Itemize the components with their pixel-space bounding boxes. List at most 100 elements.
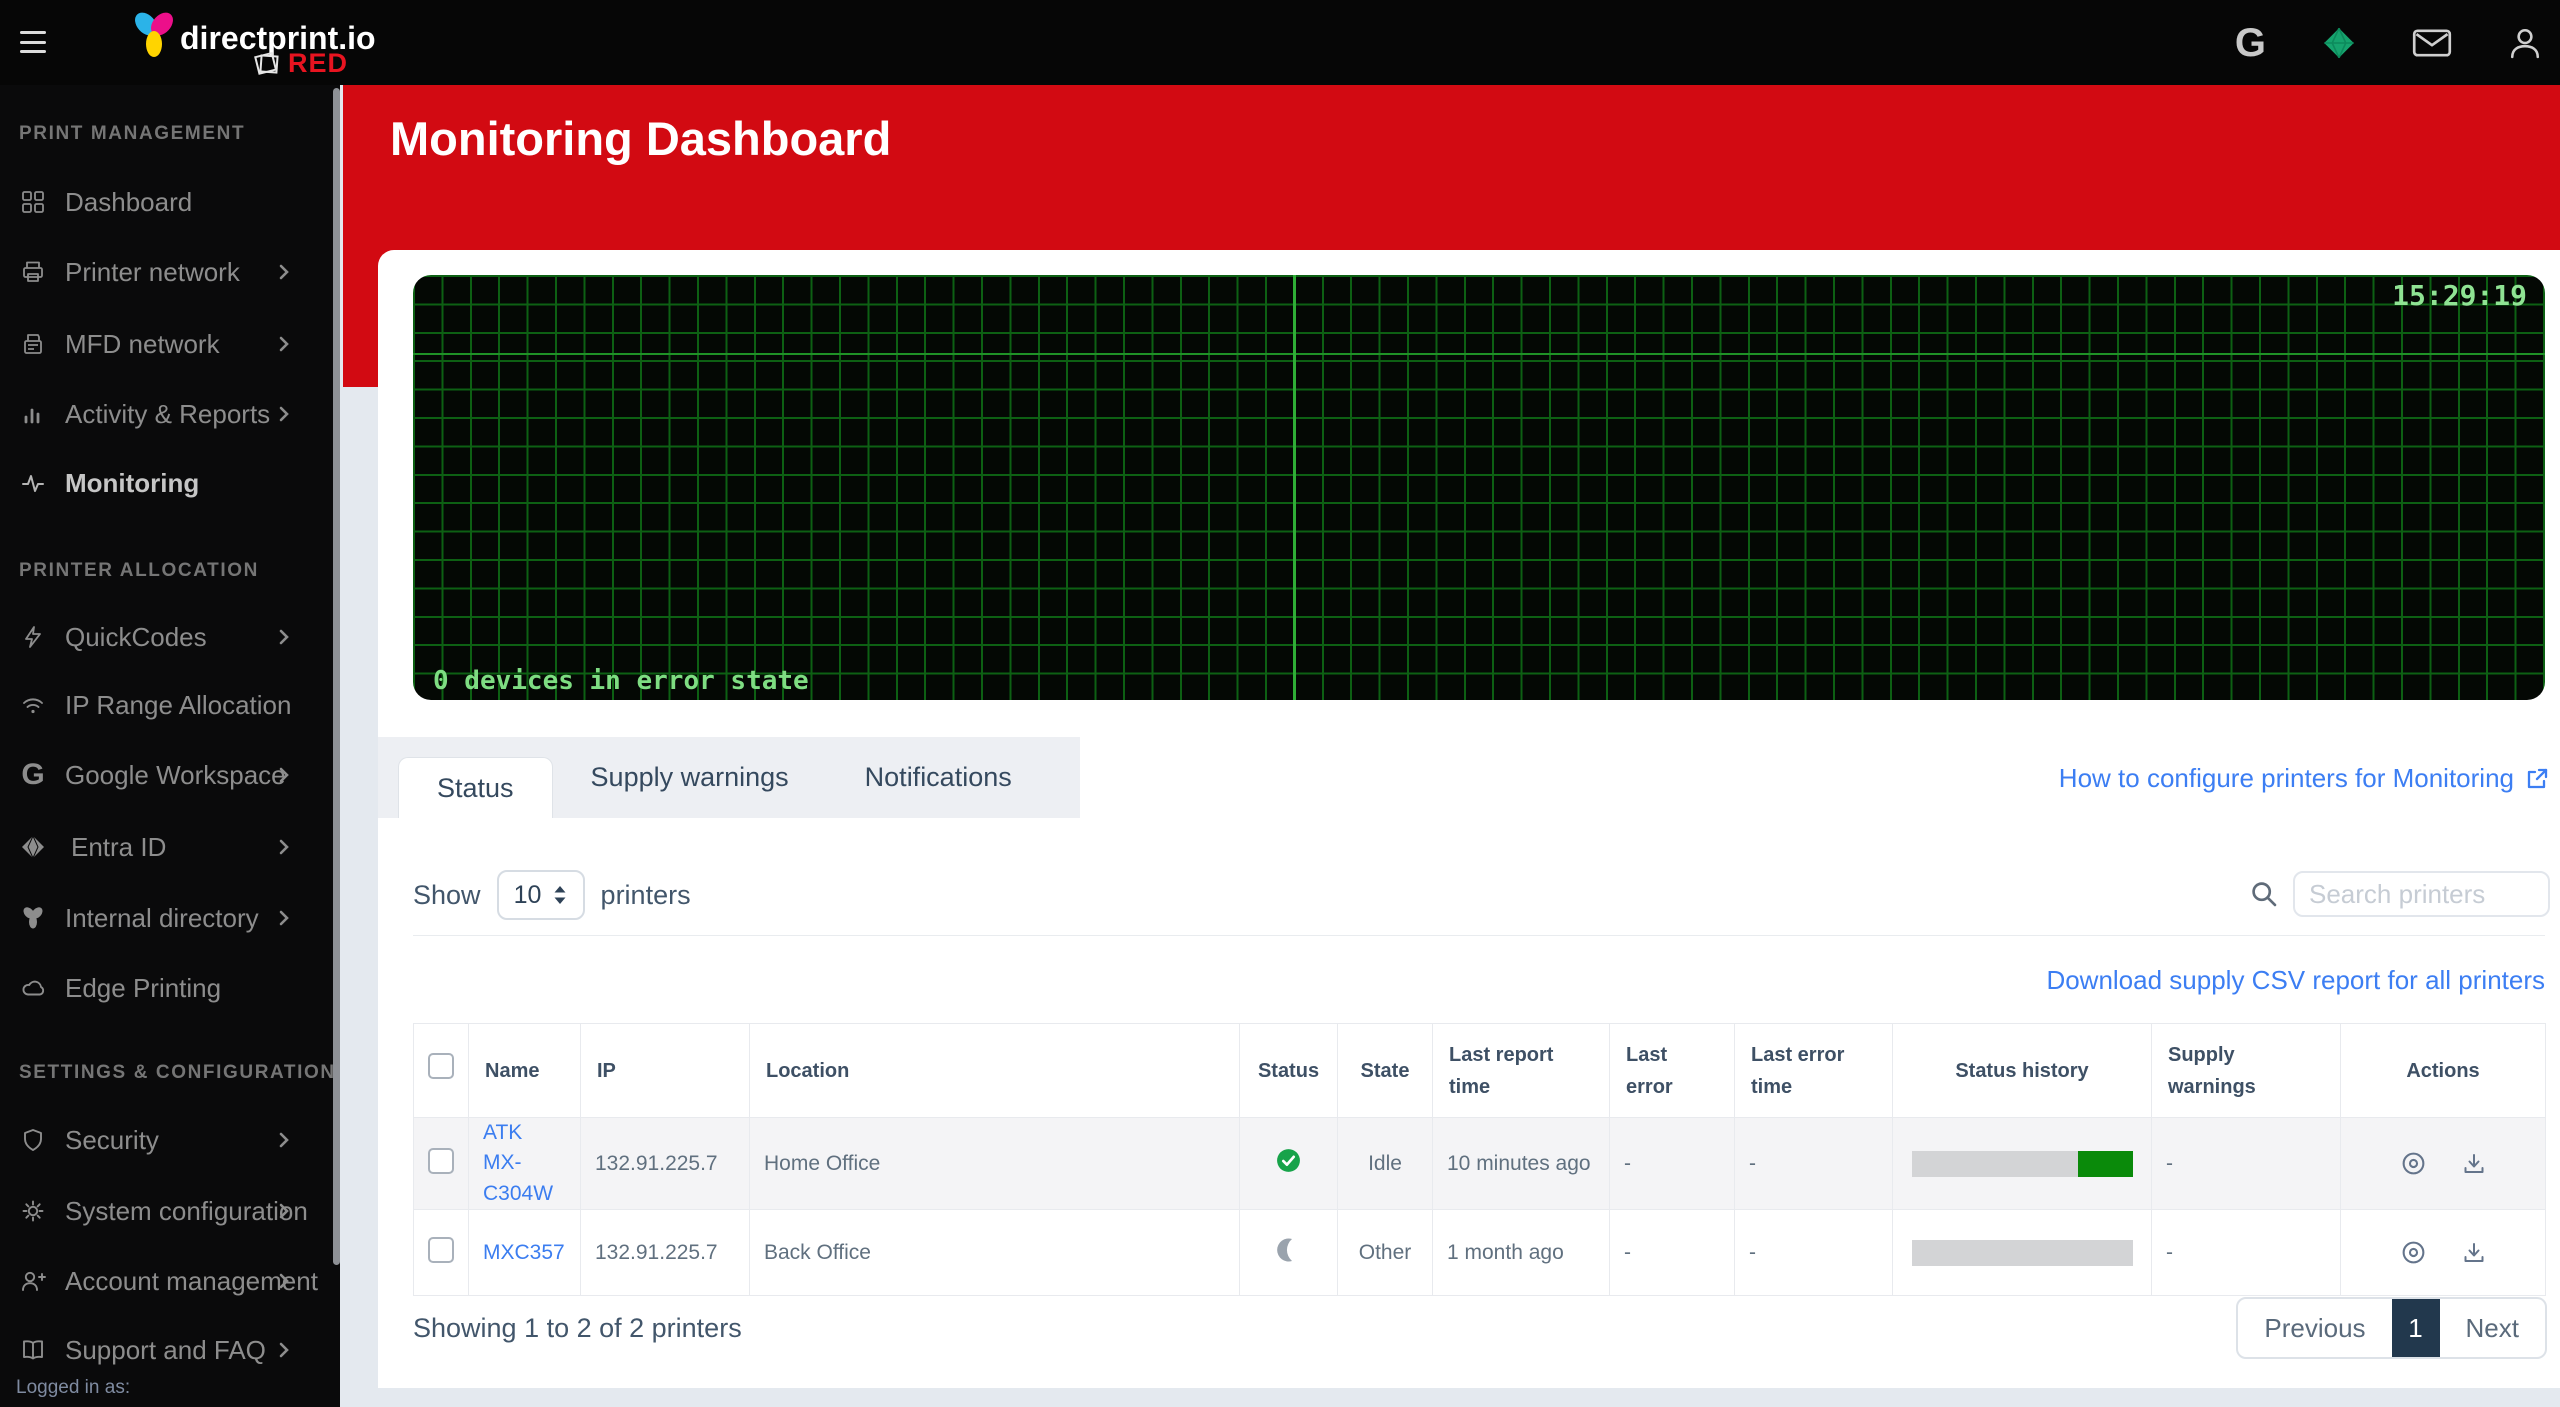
sidebar-section-settings-configuration: SETTINGS & CONFIGURATION <box>19 1062 336 1083</box>
printer-ip: 132.91.225.7 <box>580 1209 750 1297</box>
view-details-icon[interactable] <box>2400 1239 2427 1266</box>
col-header-last-error: Last error <box>1609 1023 1735 1118</box>
sidebar-item-support-faq[interactable]: Support and FAQ <box>0 1322 333 1378</box>
select-all-checkbox[interactable] <box>428 1052 454 1079</box>
sidebar-item-activity-reports[interactable]: Activity & Reports <box>0 386 333 442</box>
menu-icon[interactable] <box>20 31 46 53</box>
results-summary: Showing 1 to 2 of 2 printers <box>413 1313 742 1343</box>
sidebar-item-entra-id[interactable]: Entra ID <box>0 819 333 875</box>
trefoil-icon <box>19 904 47 932</box>
mfd-copier-icon <box>19 330 47 358</box>
user-icon[interactable] <box>2508 25 2542 61</box>
col-header-last-report-time: Last report time <box>1432 1023 1610 1118</box>
sidebar-item-quickcodes[interactable]: QuickCodes <box>0 609 333 665</box>
download-csv-link[interactable]: Download supply CSV report for all print… <box>2046 965 2545 995</box>
current-page-button[interactable]: 1 <box>2391 1299 2440 1357</box>
download-report-icon[interactable] <box>2461 1240 2487 1266</box>
sidebar-item-label: Support and FAQ <box>65 1334 266 1365</box>
content-card: 15:29:19 0 devices in error state Status… <box>378 250 2560 1388</box>
download-report-icon[interactable] <box>2461 1151 2487 1177</box>
page-size-select[interactable]: 10 <box>496 870 585 920</box>
sidebar-item-google-workspace[interactable]: G Google Workspace <box>0 747 333 803</box>
page-title: Monitoring Dashboard <box>390 112 892 165</box>
chevron-right-icon <box>275 628 293 646</box>
search-icon <box>2249 879 2279 909</box>
book-icon <box>19 1336 47 1364</box>
tab-status[interactable]: Status <box>398 757 553 818</box>
supply-warnings: - <box>2151 1209 2341 1297</box>
tab-supply-warnings[interactable]: Supply warnings <box>590 762 789 792</box>
pagination: Previous 1 Next <box>2236 1297 2547 1359</box>
sidebar-item-printer-network[interactable]: Printer network <box>0 244 333 300</box>
sidebar-item-label: QuickCodes <box>65 621 207 652</box>
brand-name: directprint.io <box>180 20 376 56</box>
brand-sub-name: RED <box>288 48 349 78</box>
sidebar-item-dashboard[interactable]: Dashboard <box>0 174 333 230</box>
google-g-icon[interactable]: G <box>2234 20 2266 65</box>
section-divider <box>413 935 2545 936</box>
sidebar-item-security[interactable]: Security <box>0 1112 333 1168</box>
chevron-right-icon <box>275 1341 293 1359</box>
logged-in-as-label: Logged in as: <box>16 1377 131 1398</box>
status-history-bar <box>1911 1150 2133 1177</box>
gear-icon <box>19 1197 47 1225</box>
previous-page-button[interactable]: Previous <box>2264 1312 2366 1343</box>
last-error: - <box>1609 1209 1735 1297</box>
sidebar-item-account-management[interactable]: Account management <box>0 1253 333 1309</box>
next-page-button[interactable]: Next <box>2465 1312 2519 1343</box>
row-checkbox[interactable] <box>428 1147 454 1174</box>
col-header-last-error-time: Last error time <box>1734 1023 1893 1118</box>
printers-table: Name IP Location Status State Last repor… <box>413 1023 2546 1297</box>
sidebar-scrollbar[interactable] <box>333 88 340 1265</box>
status-online-icon <box>1275 1147 1302 1174</box>
sidebar-item-mfd-network[interactable]: MFD network <box>0 316 333 372</box>
mail-icon[interactable] <box>2412 27 2452 59</box>
updown-arrows-icon <box>553 884 567 906</box>
table-header-row: Name IP Location Status State Last repor… <box>413 1023 2546 1118</box>
sidebar-item-ip-range-allocation[interactable]: IP Range Allocation <box>0 677 333 733</box>
tabs-bar: Status Supply warnings Notifications <box>378 737 1080 818</box>
sidebar-item-label: Dashboard <box>65 186 193 217</box>
sidebar-item-system-configuration[interactable]: System configuration <box>0 1183 333 1239</box>
col-header-supply-warnings: Supply warnings <box>2151 1023 2341 1118</box>
configure-monitoring-link[interactable]: How to configure printers for Monitoring <box>2059 763 2550 794</box>
sidebar-item-label: Internal directory <box>65 902 259 933</box>
sidebar-item-label: Activity & Reports <box>65 398 271 429</box>
row-checkbox[interactable] <box>428 1236 454 1263</box>
bar-chart-icon <box>19 400 47 428</box>
page-size-value: 10 <box>513 880 542 909</box>
top-bar: directprint.io RED G <box>0 0 2560 85</box>
chevron-right-icon <box>275 1131 293 1149</box>
sidebar-item-edge-printing[interactable]: Edge Printing <box>0 960 333 1016</box>
sidebar-item-label: Edge Printing <box>65 972 222 1003</box>
sweep-cursor-line <box>1293 275 1296 700</box>
last-report-time: 10 minutes ago <box>1432 1116 1610 1211</box>
search-input[interactable] <box>2293 871 2550 917</box>
printer-icon <box>19 258 47 286</box>
configure-monitoring-link-text: How to configure printers for Monitoring <box>2058 763 2514 793</box>
status-sleep-moon-icon <box>1276 1237 1302 1263</box>
table-row: ATK MX-C304W 132.91.225.7 Home Office Id… <box>413 1116 2546 1211</box>
col-header-actions: Actions <box>2340 1023 2546 1118</box>
chevron-right-icon <box>275 335 293 353</box>
chevron-right-icon <box>275 766 293 784</box>
chevron-right-icon <box>275 1272 293 1290</box>
sidebar-item-monitoring[interactable]: Monitoring <box>0 455 333 511</box>
col-header-state: State <box>1337 1023 1433 1118</box>
main-content: Monitoring Dashboard 15:29:19 0 devices … <box>343 85 2560 1407</box>
chevron-right-icon <box>275 909 293 927</box>
chevron-right-icon <box>275 838 293 856</box>
sidebar-item-internal-directory[interactable]: Internal directory <box>0 890 333 946</box>
view-details-icon[interactable] <box>2400 1150 2427 1177</box>
chevron-right-icon <box>275 1202 293 1220</box>
trace-line <box>413 353 2545 355</box>
tab-notifications[interactable]: Notifications <box>864 762 1012 792</box>
printer-name-link[interactable]: ATK MX-C304W <box>483 1121 554 1205</box>
status-history-bar <box>1911 1239 2133 1266</box>
sidebar-item-label: Account management <box>65 1265 318 1296</box>
printer-name-link[interactable]: MXC357 <box>483 1240 565 1264</box>
entra-diamond-icon[interactable] <box>2322 25 2356 61</box>
last-error: - <box>1609 1116 1735 1211</box>
show-label: Show <box>413 879 481 910</box>
